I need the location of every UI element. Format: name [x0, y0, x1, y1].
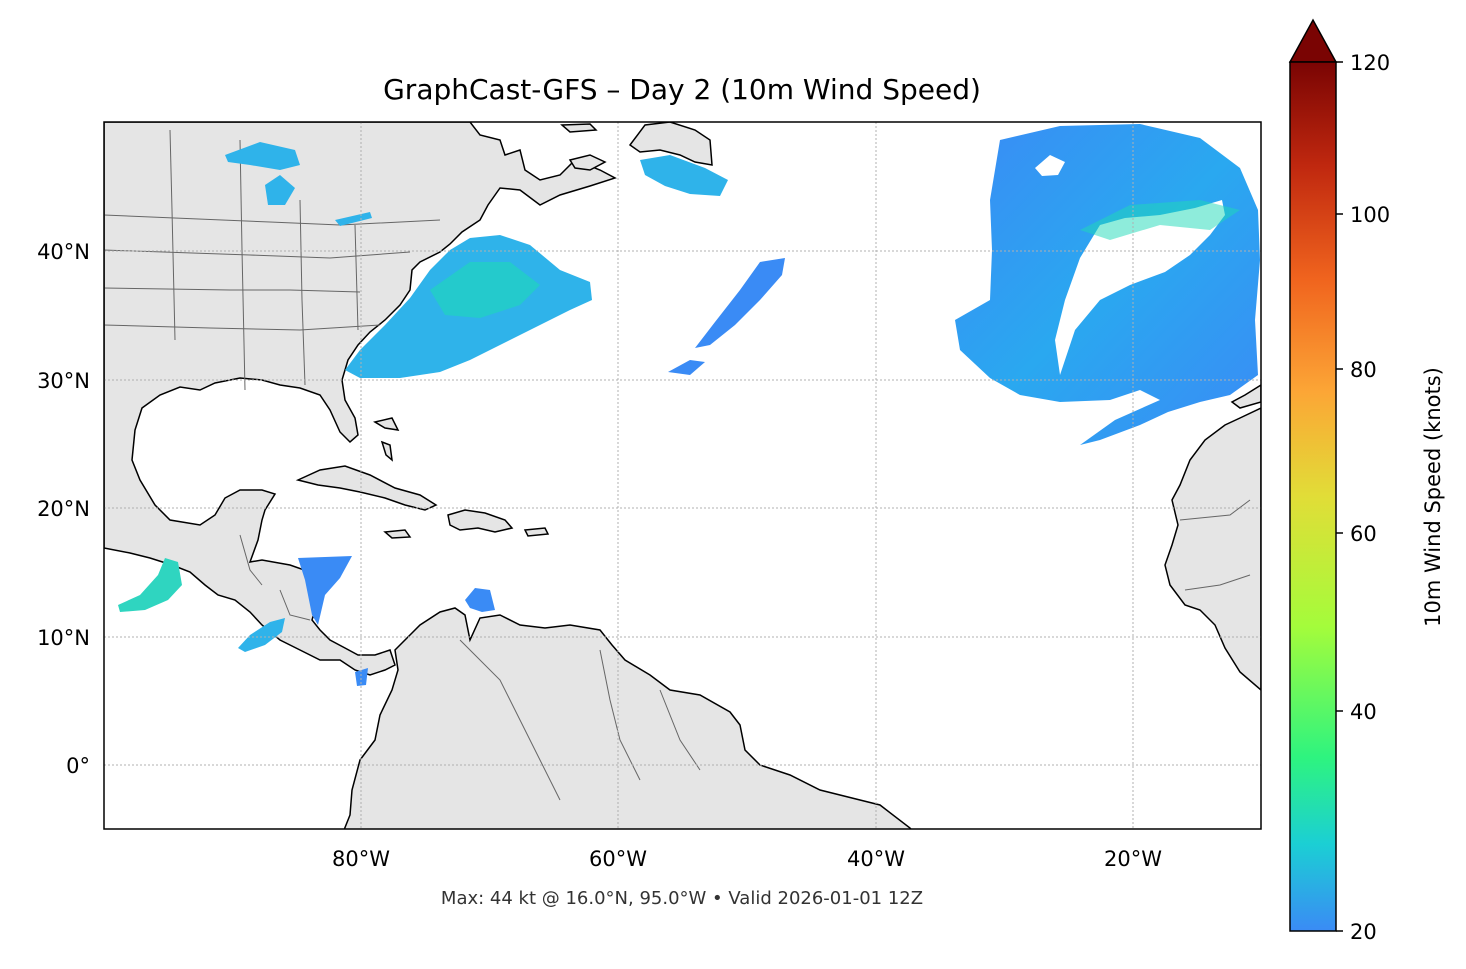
lat-tick-40n: 40°N: [37, 240, 90, 264]
wind-caribbean-coast: [355, 588, 495, 686]
colorbar: 120 100 80 60 40 20 10m Wind Speed (knot…: [1288, 18, 1445, 944]
map-title: GraphCast-GFS – Day 2 (10m Wind Speed): [383, 73, 981, 106]
land-iberia: [1230, 384, 1261, 409]
lon-tick-40w: 40°W: [847, 847, 905, 871]
island-bahamas: [373, 417, 400, 462]
lon-tick-20w: 20°W: [1104, 847, 1162, 871]
island-jamaica: [383, 529, 412, 539]
country-borders: [239, 499, 1251, 801]
lon-tick-60w: 60°W: [589, 847, 647, 871]
state-borders: [104, 129, 441, 391]
colorbar-bar: [1289, 61, 1337, 932]
lat-tick-10n: 10°N: [37, 626, 90, 650]
colorbar-label: 10m Wind Speed (knots): [1421, 367, 1445, 627]
wind-field-layer: [118, 124, 1260, 686]
land-newfoundland: [628, 122, 713, 166]
island-hispaniola: [447, 509, 514, 533]
island-anticosti: [560, 123, 598, 133]
island-cape-breton: [568, 154, 607, 171]
wind-ne-atlantic-hole: [1055, 200, 1225, 375]
wind-maritimes: [640, 155, 728, 196]
wind-central-atlantic-tail: [668, 360, 705, 375]
lat-tick-0: 0°: [66, 754, 90, 778]
wind-honduras: [298, 556, 352, 625]
colorbar-tick-100: 100: [1350, 203, 1390, 227]
lon-tick-80w: 80°W: [332, 847, 390, 871]
wind-us-east-core: [430, 262, 540, 318]
colorbar-tick-40: 40: [1350, 700, 1377, 724]
colorbar-tick-60: 60: [1350, 522, 1377, 546]
colorbar-tick-120: 120: [1350, 51, 1390, 75]
land-south-america: [343, 607, 912, 829]
colorbar-tick-20: 20: [1350, 920, 1377, 944]
island-cuba: [295, 465, 438, 511]
wind-papagayo: [238, 618, 285, 652]
map-footer: Max: 44 kt @ 16.0°N, 95.0°W • Valid 2026…: [441, 888, 923, 909]
land-africa: [1164, 407, 1261, 691]
colorbar-extend-arrow: [1288, 18, 1338, 63]
wind-ne-atlantic-streak: [1080, 200, 1240, 240]
wind-great-lakes: [225, 142, 372, 226]
island-puerto-rico: [523, 527, 550, 537]
map-frame: [103, 121, 1262, 830]
wind-central-atlantic: [695, 258, 785, 348]
wind-ne-atlantic-hole-small: [1035, 155, 1065, 176]
gridlines: [104, 122, 1261, 829]
lat-tick-20n: 20°N: [37, 497, 90, 521]
colorbar-tick-80: 80: [1350, 358, 1377, 382]
wind-tehuantepec: [118, 558, 182, 612]
lat-tick-labels: 40°N 30°N 20°N 10°N 0°: [37, 240, 90, 778]
lon-tick-labels: 80°W 60°W 40°W 20°W: [332, 847, 1162, 871]
map-area: [104, 122, 1261, 829]
lat-tick-30n: 30°N: [37, 369, 90, 393]
